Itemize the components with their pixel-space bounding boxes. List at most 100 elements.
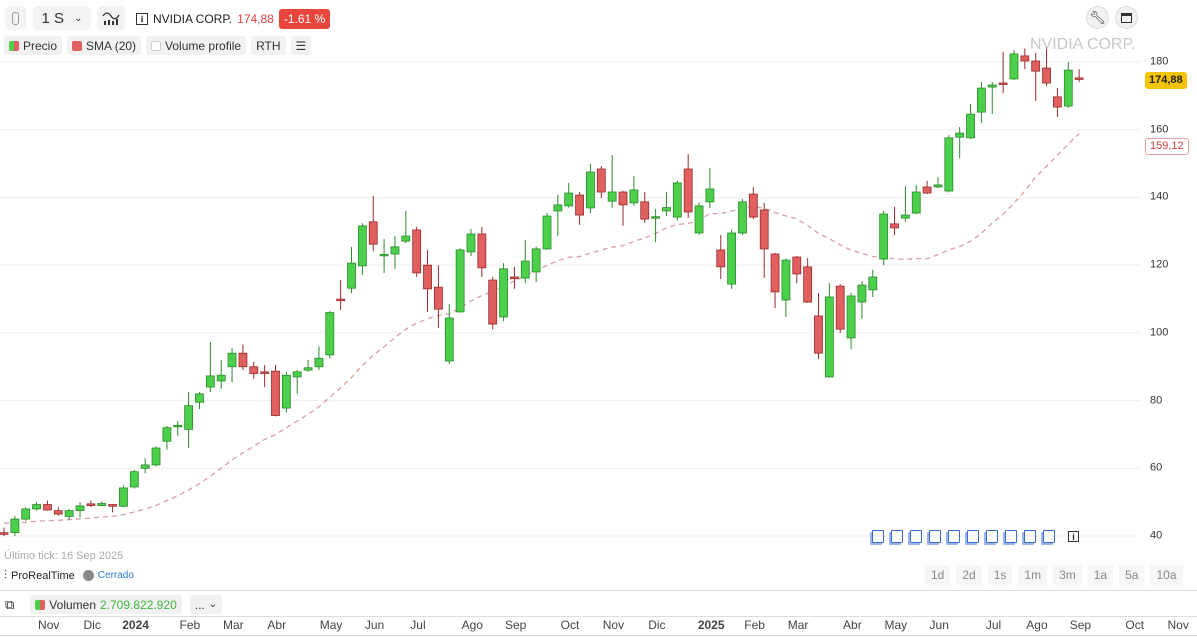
candle[interactable]	[238, 344, 248, 371]
candle[interactable]	[705, 167, 715, 208]
candle[interactable]	[553, 195, 563, 237]
candle[interactable]	[933, 177, 943, 188]
timeframe-button-3m[interactable]: 3m	[1053, 565, 1082, 585]
checkbox-icon[interactable]	[151, 40, 162, 51]
news-icon[interactable]	[872, 530, 884, 543]
candle[interactable]	[140, 458, 150, 474]
candle[interactable]	[510, 266, 519, 289]
candle[interactable]	[281, 371, 291, 413]
legend-volume-profile[interactable]: Volume profile	[146, 36, 247, 55]
candle[interactable]	[792, 256, 802, 284]
candle[interactable]	[412, 226, 422, 278]
candle[interactable]	[423, 249, 432, 312]
candle[interactable]	[119, 485, 128, 508]
candle[interactable]	[520, 240, 530, 284]
candle[interactable]	[488, 277, 498, 330]
news-icon[interactable]	[1043, 530, 1055, 543]
candle[interactable]	[86, 500, 96, 508]
candle[interactable]	[75, 502, 85, 518]
candle[interactable]	[401, 210, 411, 244]
candle[interactable]	[499, 263, 508, 322]
candle[interactable]	[1063, 62, 1073, 109]
candle[interactable]	[466, 228, 476, 257]
candle[interactable]	[292, 370, 302, 394]
candle[interactable]	[890, 206, 899, 236]
news-icon[interactable]	[1005, 530, 1017, 543]
candle[interactable]	[455, 248, 465, 313]
candle[interactable]	[53, 507, 63, 516]
timeframe-select[interactable]: 1 S ⌄	[33, 6, 91, 30]
candle[interactable]	[336, 280, 346, 311]
candle[interactable]	[727, 229, 737, 289]
candle[interactable]	[379, 239, 389, 273]
info-icon[interactable]: i	[1068, 531, 1079, 542]
news-icon[interactable]	[910, 530, 922, 543]
candle[interactable]	[444, 304, 454, 365]
candle[interactable]	[1031, 52, 1041, 101]
legend-sma[interactable]: SMA (20)	[67, 36, 142, 55]
timeframe-button-2d[interactable]: 2d	[956, 565, 982, 585]
info-icon[interactable]: i	[136, 13, 148, 25]
candle[interactable]	[162, 425, 172, 450]
candle[interactable]	[944, 135, 954, 193]
candle[interactable]	[998, 51, 1008, 94]
candle[interactable]	[803, 258, 813, 304]
indicators-button[interactable]	[97, 6, 125, 30]
candle[interactable]	[21, 507, 31, 521]
candle[interactable]	[922, 180, 932, 195]
candle[interactable]	[672, 180, 682, 221]
news-icon[interactable]	[929, 530, 941, 543]
candle[interactable]	[368, 196, 378, 251]
candle[interactable]	[249, 361, 259, 379]
candle[interactable]	[108, 503, 117, 513]
volume-more-button[interactable]: ... ⌄	[189, 595, 223, 614]
candle[interactable]	[607, 155, 617, 208]
candle[interactable]	[314, 346, 324, 371]
candle[interactable]	[868, 269, 878, 297]
candle[interactable]	[271, 365, 280, 417]
candle[interactable]	[303, 359, 313, 372]
candle[interactable]	[586, 163, 595, 214]
candle[interactable]	[325, 310, 335, 359]
candle[interactable]	[195, 392, 204, 410]
legend-precio[interactable]: Precio	[4, 36, 63, 55]
candle[interactable]	[564, 182, 574, 208]
candle[interactable]	[357, 223, 367, 275]
instrument-name[interactable]: NVIDIA CORP.	[153, 12, 233, 26]
candle[interactable]	[129, 470, 139, 489]
candle[interactable]	[770, 252, 780, 309]
candle[interactable]	[683, 154, 693, 218]
candle[interactable]	[477, 226, 487, 278]
candle[interactable]	[846, 292, 856, 350]
volume-legend[interactable]: Volumen 2.709.822.920	[30, 595, 182, 614]
candle[interactable]	[857, 281, 867, 319]
detach-panel-icon[interactable]: ⧉	[5, 596, 15, 612]
candle[interactable]	[216, 359, 226, 389]
candle[interactable]	[1020, 48, 1030, 70]
candle[interactable]	[64, 508, 74, 520]
candle[interactable]	[205, 342, 215, 393]
candle[interactable]	[911, 184, 921, 215]
candle[interactable]	[629, 176, 639, 206]
candle[interactable]	[987, 81, 997, 115]
candle[interactable]	[390, 236, 400, 269]
news-icon[interactable]	[891, 530, 903, 543]
candle[interactable]	[1042, 47, 1051, 87]
candle[interactable]	[835, 284, 845, 333]
news-icon[interactable]	[986, 530, 998, 543]
candle[interactable]	[738, 199, 747, 236]
window-button[interactable]	[1115, 6, 1138, 29]
candle[interactable]	[662, 192, 671, 217]
candle[interactable]	[227, 348, 237, 382]
candle[interactable]	[575, 192, 584, 225]
candle[interactable]	[824, 283, 834, 378]
candle[interactable]	[640, 192, 650, 223]
news-icon[interactable]	[948, 530, 960, 543]
timeframe-button-1d[interactable]: 1d	[925, 565, 951, 585]
candle[interactable]	[97, 501, 107, 507]
candle[interactable]	[759, 202, 769, 279]
drag-handle-button[interactable]	[5, 6, 26, 30]
news-icon[interactable]	[967, 530, 979, 543]
candle[interactable]	[694, 202, 704, 235]
